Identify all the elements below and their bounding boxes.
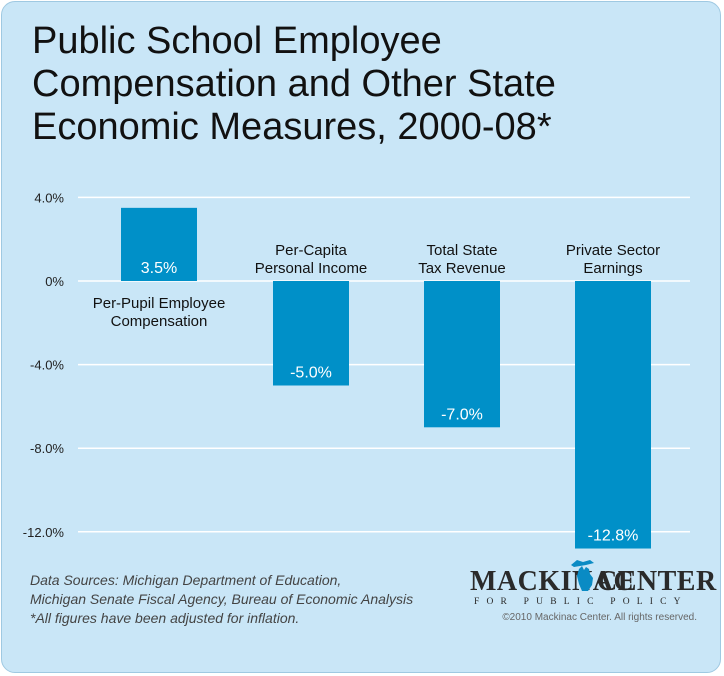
category-label: Personal Income [255, 260, 368, 277]
category-label: Per-Pupil Employee [93, 295, 226, 312]
footnote: *All figures have been adjusted for infl… [30, 610, 300, 626]
chart-title: Public School Employee Compensation and … [32, 20, 712, 149]
logo-left-text: MACKINAC [470, 566, 635, 597]
y-tick-label: 4.0% [34, 190, 64, 205]
y-tick-label: -4.0% [30, 358, 64, 373]
michigan-icon [571, 560, 594, 591]
title-line: Public School Employee [32, 20, 442, 62]
data-label: -7.0% [441, 406, 483, 423]
data-label: -12.8% [588, 528, 639, 545]
mackinac-center-logo: MACKINAC CENTER FOR PUBLIC POLICY [470, 560, 716, 632]
category-label: Private Sector [566, 242, 660, 259]
title-line: Economic Measures, 2000-08* [32, 106, 552, 148]
y-tick-label: -8.0% [30, 441, 64, 456]
data-label: -5.0% [290, 365, 332, 382]
category-label: Tax Revenue [418, 260, 506, 277]
bar [424, 281, 500, 428]
source-line: Data Sources: Michigan Department of Edu… [30, 572, 342, 588]
logo-right-text: CENTER [597, 566, 717, 597]
category-label: Earnings [583, 260, 642, 277]
y-tick-label: -12.0% [23, 525, 65, 540]
bar [273, 281, 349, 386]
title-line: Compensation and Other State [32, 63, 556, 105]
category-label: Per-Capita [275, 242, 347, 259]
copyright: ©2010 Mackinac Center. All rights reserv… [502, 612, 697, 623]
data-sources: Data Sources: Michigan Department of Edu… [30, 571, 413, 628]
category-label: Total State [427, 242, 498, 259]
category-label: Compensation [111, 313, 208, 330]
bar [575, 281, 651, 549]
source-line: Michigan Senate Fiscal Agency, Bureau of… [30, 591, 414, 607]
bar [121, 207, 197, 281]
data-label: 3.5% [141, 260, 177, 277]
y-tick-label: 0% [45, 274, 64, 289]
logo-tagline: FOR PUBLIC POLICY [474, 597, 688, 607]
